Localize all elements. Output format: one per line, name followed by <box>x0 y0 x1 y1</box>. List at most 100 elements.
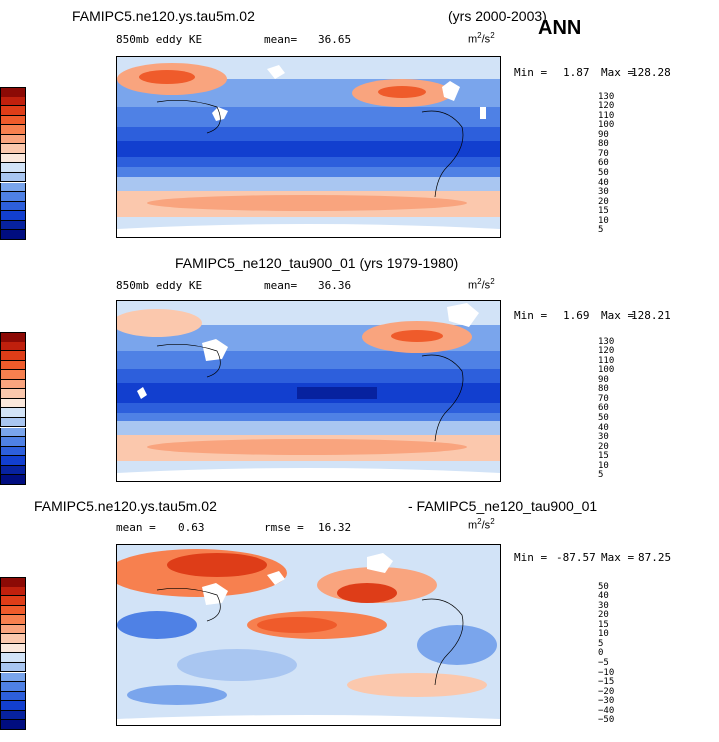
colorbar-tick-label: 5 <box>598 638 604 649</box>
panel1-units: m2/s2 <box>468 31 495 46</box>
years-a-label: (yrs 2000-2003) <box>448 8 547 24</box>
panel2-max-value: 128.21 <box>631 309 671 322</box>
colorbar-swatch <box>0 634 26 644</box>
panel3-max-label: Max = <box>601 551 635 564</box>
panel2-title: FAMIPC5_ne120_tau900_01 (yrs 1979-1980) <box>175 255 459 271</box>
colorbar-swatch <box>0 351 26 361</box>
colorbar-swatch <box>0 662 26 673</box>
panel3-max-value: 87.25 <box>638 551 672 564</box>
colorbar-tick-label: 100 <box>598 365 615 376</box>
panel3-units: m2/s2 <box>468 517 495 532</box>
colorbar-tick-label: 10 <box>598 460 609 471</box>
colorbar-swatch <box>0 182 26 193</box>
panel3-title-left: FAMIPC5.ne120.ys.tau5m.02 <box>34 498 217 514</box>
colorbar-swatch <box>0 389 26 399</box>
colorbar-tick-label: 50 <box>598 412 609 423</box>
colorbar-swatch <box>0 408 26 418</box>
colorbar-tick-label: 10 <box>598 215 609 226</box>
panel3-map-field <box>117 545 500 725</box>
colorbar-tick-label: 60 <box>598 403 609 414</box>
colorbar-tick-label: 120 <box>598 346 615 357</box>
colorbar-tick-label: 20 <box>598 196 609 207</box>
panel2-units: m2/s2 <box>468 277 495 292</box>
panel1-map-field <box>117 57 500 237</box>
panel1-map <box>116 56 501 238</box>
colorbar-swatch <box>0 115 26 126</box>
panel3-title-right: - FAMIPC5_ne120_tau900_01 <box>408 498 598 514</box>
colorbar-tick-label: 10 <box>598 629 609 640</box>
panel1-max-label: Max = <box>601 66 635 79</box>
colorbar-swatch <box>0 153 26 164</box>
colorbar-swatch <box>0 672 26 683</box>
colorbar-swatch <box>0 163 26 173</box>
colorbar-swatch <box>0 96 26 107</box>
panel1-min-value: 1.87 <box>563 66 590 79</box>
colorbar-swatch <box>0 427 26 438</box>
panel3-mean-label: mean = <box>116 521 156 534</box>
colorbar-tick-label: 30 <box>598 187 609 198</box>
panel3-min-label: Min = <box>514 551 548 564</box>
colorbar-tick-label: 90 <box>598 374 609 385</box>
colorbar-tick-label: 20 <box>598 610 609 621</box>
panel3-mean-value: 0.63 <box>178 521 205 534</box>
colorbar-swatch <box>0 475 26 485</box>
colorbar-tick-label: −50 <box>598 715 615 726</box>
colorbar-swatch <box>0 456 26 466</box>
panel2-max-label: Max = <box>601 309 635 322</box>
panel2-variable: 850mb eddy KE <box>116 279 203 292</box>
colorbar-tick-label: −40 <box>598 705 615 716</box>
colorbar-tick-label: 110 <box>598 110 615 121</box>
colorbar-tick-label: 20 <box>598 441 609 452</box>
panel1-variable: 850mb eddy KE <box>116 33 203 46</box>
colorbar-tick-label: −15 <box>598 677 615 688</box>
colorbar-tick-label: 80 <box>598 384 609 395</box>
colorbar-swatch <box>0 653 26 663</box>
colorbar-swatch <box>0 220 26 231</box>
panel1-mean-label: mean= <box>264 33 298 46</box>
panel3-rmse-label: rmse = <box>264 521 304 534</box>
panel1-mean-value: 36.65 <box>318 33 352 46</box>
colorbar-swatch <box>0 417 26 428</box>
colorbar-tick-label: 50 <box>598 581 609 592</box>
colorbar-tick-label: 0 <box>598 648 604 659</box>
colorbar-tick-label: 40 <box>598 422 609 433</box>
case-a-title: FAMIPC5.ne120.ys.tau5m.02 <box>72 8 255 24</box>
colorbar-tick-label: 40 <box>598 591 609 602</box>
colorbar-tick-label: −20 <box>598 686 615 697</box>
colorbar-tick-label: 80 <box>598 139 609 150</box>
panel2-mean-value: 36.36 <box>318 279 352 292</box>
colorbar-swatch <box>0 370 26 380</box>
colorbar-swatch <box>0 720 26 730</box>
panel1-min-label: Min = <box>514 66 548 79</box>
panel2-min-value: 1.69 <box>563 309 590 322</box>
colorbar-swatch <box>0 360 26 371</box>
colorbar-swatch <box>0 398 26 409</box>
colorbar-swatch <box>0 134 26 145</box>
colorbar-tick-label: 30 <box>598 432 609 443</box>
colorbar-swatch <box>0 192 26 202</box>
panel2-mean-label: mean= <box>264 279 298 292</box>
colorbar-swatch <box>0 172 26 183</box>
colorbar-tick-label: 70 <box>598 393 609 404</box>
colorbar-swatch <box>0 624 26 635</box>
colorbar-tick-label: 90 <box>598 129 609 140</box>
colorbar-swatch <box>0 341 26 352</box>
colorbar-swatch <box>0 446 26 457</box>
colorbar-tick-label: 120 <box>598 101 615 112</box>
colorbar-swatch <box>0 605 26 616</box>
colorbar-tick-label: 30 <box>598 600 609 611</box>
colorbar-tick-label: 70 <box>598 148 609 159</box>
colorbar-swatch <box>0 586 26 597</box>
panel3-map <box>116 544 501 726</box>
colorbar-tick-label: 130 <box>598 91 615 102</box>
colorbar-tick-label: −5 <box>598 657 609 668</box>
colorbar-tick-label: 40 <box>598 177 609 188</box>
colorbar-swatch <box>0 710 26 721</box>
colorbar-tick-label: 15 <box>598 619 609 630</box>
colorbar-swatch <box>0 211 26 221</box>
season-label: ANN <box>538 17 582 39</box>
colorbar-swatch <box>0 691 26 702</box>
colorbar-tick-label: 130 <box>598 336 615 347</box>
colorbar-swatch <box>0 682 26 692</box>
colorbar-swatch <box>0 201 26 212</box>
